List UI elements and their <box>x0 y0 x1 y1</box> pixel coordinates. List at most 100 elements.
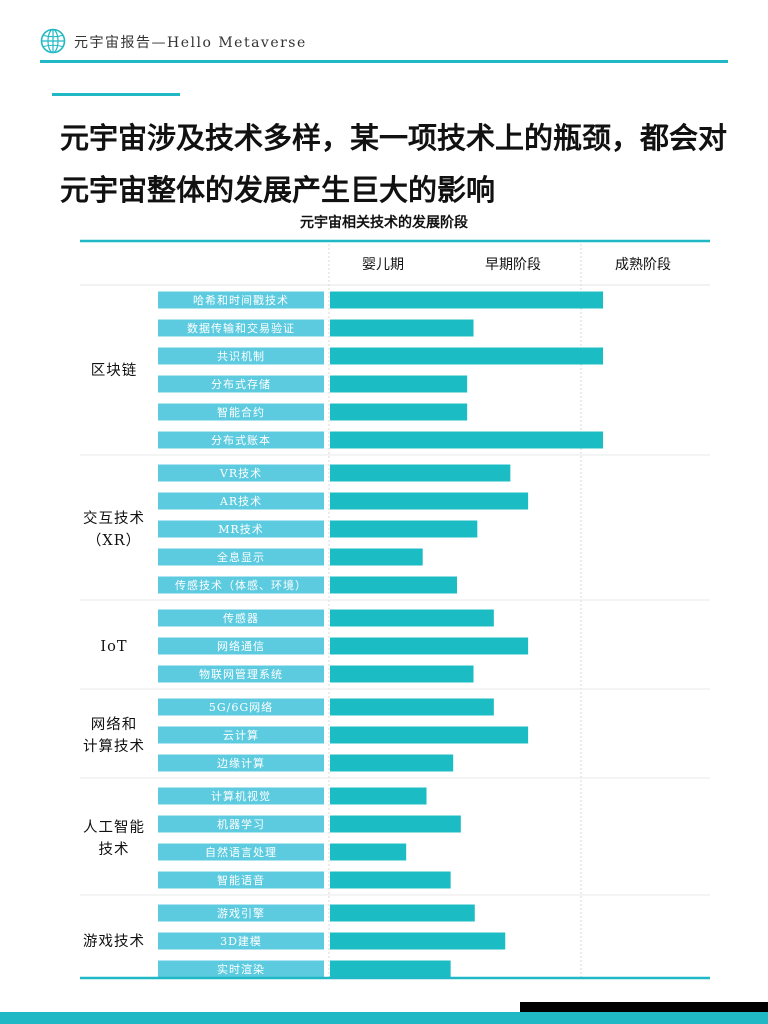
tech-label: 云计算 <box>223 728 259 742</box>
stage-bar <box>330 754 454 772</box>
tech-label: VR技术 <box>219 467 262 480</box>
tech-label-box <box>158 665 324 683</box>
tech-label-box <box>158 871 324 889</box>
group-label-6: 游戏技术 <box>83 933 145 950</box>
tech-label-box <box>158 787 324 805</box>
stage-bar <box>330 375 468 393</box>
stage-bar <box>330 403 468 421</box>
tech-label-box <box>158 548 324 566</box>
group-label-line: 计算技术 <box>83 738 145 755</box>
stage-bar <box>330 904 475 922</box>
tech-label: 共识机制 <box>217 349 265 363</box>
tech-label-box <box>158 347 324 365</box>
group-label-line: 人工智能 <box>83 819 145 836</box>
stage-bar <box>330 698 494 716</box>
stage-bar <box>330 960 451 978</box>
group-label-line: （XR） <box>87 532 141 549</box>
tech-label: 全息显示 <box>217 550 265 564</box>
tech-label-box <box>158 904 324 922</box>
stage-bar <box>330 548 423 566</box>
tech-label: 3D建模 <box>220 934 262 948</box>
tech-label: 传感器 <box>223 612 259 625</box>
tech-label: 传感技术（体感、环境） <box>175 578 307 592</box>
tech-label-box <box>158 960 324 978</box>
tech-label: 网络通信 <box>217 639 265 653</box>
tech-label-box <box>158 375 324 393</box>
stage-bar <box>330 520 478 538</box>
tech-label: 计算机视觉 <box>211 789 271 803</box>
group-label-4: 网络和计算技术 <box>83 716 145 755</box>
tech-label-box <box>158 319 324 337</box>
globe-logo-icon <box>40 28 66 54</box>
stage-bar <box>330 637 529 655</box>
tech-label-box <box>158 403 324 421</box>
group-label-line: 网络和 <box>91 716 138 733</box>
chart-title: 元宇宙相关技术的发展阶段 <box>300 215 468 231</box>
stage-bar <box>330 609 494 627</box>
tech-label: 实时渲染 <box>217 962 265 976</box>
stage-bar <box>330 347 604 365</box>
header-divider <box>40 60 728 63</box>
stage-bar <box>330 726 529 744</box>
tech-label: 智能合约 <box>217 405 265 419</box>
group-label-line: 游戏技术 <box>83 933 145 950</box>
group-label-line: 技术 <box>99 841 130 858</box>
stage-bar <box>330 871 451 889</box>
tech-label: 机器学习 <box>217 817 265 831</box>
tech-label: AR技术 <box>219 495 262 508</box>
footer-black-bar <box>520 1002 768 1012</box>
tech-label: 自然语言处理 <box>205 845 277 859</box>
group-label-3: IoT <box>100 639 127 655</box>
stage-bar <box>330 576 457 594</box>
page-headline: 元宇宙涉及技术多样，某一项技术上的瓶颈，都会对元宇宙整体的发展产生巨大的影响 <box>60 121 728 207</box>
tech-label-box <box>158 637 324 655</box>
stage-bar <box>330 815 461 833</box>
stage-bar <box>330 431 604 449</box>
tech-label: 智能语音 <box>217 873 265 887</box>
tech-label: 5G/6G网络 <box>209 700 273 714</box>
stage-bar <box>330 665 474 683</box>
footer-teal-bar <box>0 1012 768 1024</box>
stage-header-1: 婴儿期 <box>362 257 404 273</box>
stage-bar <box>330 492 529 510</box>
tech-label-box <box>158 726 324 744</box>
tech-label-box <box>158 932 324 950</box>
tech-label-box <box>158 609 324 627</box>
tech-label-box <box>158 431 324 449</box>
tech-label: MR技术 <box>218 523 264 536</box>
report-header: 元宇宙报告—Hello Metaverse <box>40 28 730 58</box>
tech-label-box <box>158 464 324 482</box>
tech-label-box <box>158 698 324 716</box>
tech-label-box <box>158 843 324 861</box>
stage-bar <box>330 291 604 309</box>
tech-label: 游戏引擎 <box>217 906 265 920</box>
tech-label: 数据传输和交易验证 <box>187 321 295 335</box>
tech-label: 分布式账本 <box>211 433 271 447</box>
group-label-5: 人工智能技术 <box>83 819 145 858</box>
group-label-line: 区块链 <box>91 362 138 379</box>
stage-header-2: 早期阶段 <box>485 257 541 273</box>
tech-label-box <box>158 492 324 510</box>
tech-label-box <box>158 576 324 594</box>
stage-bar <box>330 319 474 337</box>
stage-header-3: 成熟阶段 <box>615 257 671 273</box>
group-label-line: IoT <box>100 639 127 655</box>
stage-bar <box>330 932 506 950</box>
tech-label: 哈希和时间戳技术 <box>193 293 289 307</box>
group-label-line: 交互技术 <box>83 509 145 527</box>
tech-label: 边缘计算 <box>217 756 265 770</box>
stage-bar <box>330 843 407 861</box>
stage-bar <box>330 464 511 482</box>
group-label-1: 区块链 <box>91 362 138 379</box>
tech-label-box <box>158 291 324 309</box>
tech-label-box <box>158 520 324 538</box>
tech-label: 物联网管理系统 <box>199 667 283 681</box>
stage-bar <box>330 787 427 805</box>
group-label-2: 交互技术 （XR） <box>83 509 145 549</box>
tech-label-box <box>158 815 324 833</box>
accent-divider <box>52 93 180 96</box>
tech-label-box <box>158 754 324 772</box>
tech-label: 分布式存储 <box>211 377 271 391</box>
header-title: 元宇宙报告—Hello Metaverse <box>74 35 307 51</box>
